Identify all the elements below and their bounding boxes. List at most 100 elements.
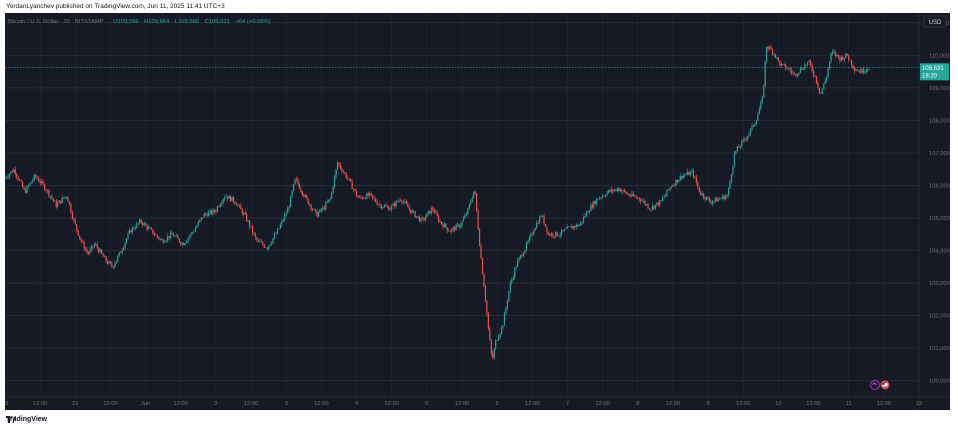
candle-body — [776, 57, 778, 58]
candle-body — [539, 216, 541, 224]
candle-body — [773, 53, 775, 55]
candle-body — [149, 227, 151, 229]
candle-body — [294, 178, 296, 185]
candle-body — [514, 268, 516, 278]
candle-body — [385, 205, 387, 207]
candle-body — [426, 213, 428, 218]
x-tick-label: 8 — [636, 401, 639, 407]
candle-body — [268, 245, 270, 250]
candle-body — [577, 224, 579, 227]
candle-body — [615, 189, 617, 191]
candle-body — [840, 56, 842, 61]
event-icons[interactable] — [869, 379, 890, 391]
candle-body — [697, 182, 699, 187]
candle-body — [603, 195, 605, 197]
candle-body — [751, 125, 753, 129]
candle-body — [161, 239, 163, 240]
candle-body — [399, 200, 402, 202]
candle-body — [98, 247, 100, 253]
candle-body — [102, 253, 104, 257]
candle-body — [793, 72, 796, 74]
candle-body — [240, 205, 242, 210]
candle-body — [398, 200, 400, 202]
candle-body — [851, 60, 853, 66]
candle-body — [35, 174, 37, 177]
ohlc-open: O109,566 — [113, 19, 138, 25]
candle-body — [853, 68, 856, 71]
candle-body — [402, 201, 405, 203]
candle-body — [112, 266, 114, 268]
x-tick-label: 12:00 — [103, 401, 118, 407]
candle-body — [805, 64, 807, 66]
y-tick-label: 100,000 — [929, 379, 950, 385]
candle-body — [20, 180, 22, 182]
candle-body — [301, 191, 303, 195]
candle-body — [768, 46, 771, 49]
candle-body — [360, 196, 362, 198]
candle-body — [685, 174, 687, 176]
candle-body — [855, 70, 857, 71]
x-tick-label: 12:00 — [384, 401, 399, 407]
candle-body — [162, 239, 164, 243]
candle-body — [351, 181, 353, 190]
candle-body — [717, 199, 719, 202]
candle-body — [714, 197, 717, 201]
candle-body — [136, 223, 138, 228]
candle-body — [730, 174, 733, 182]
candle-body — [30, 181, 32, 184]
candle-body — [175, 235, 177, 237]
candle-body — [571, 226, 573, 229]
candle-body — [317, 212, 320, 217]
candle-body — [71, 212, 73, 219]
candle-body — [695, 177, 697, 183]
candle-body — [464, 214, 466, 219]
candle-body — [593, 200, 595, 208]
candle-body — [344, 172, 346, 174]
candle-body — [16, 174, 18, 177]
y-tick-label: 106,000 — [929, 183, 950, 189]
candle-body — [500, 327, 503, 334]
candle-body — [109, 261, 112, 264]
candle-body — [623, 189, 626, 192]
candle-body — [519, 255, 522, 258]
candle-body — [675, 179, 677, 186]
candle-body — [599, 197, 601, 200]
candle-body — [638, 197, 640, 200]
candle-body — [62, 197, 65, 199]
currency-button[interactable]: USD — [923, 15, 947, 28]
candle-body — [812, 71, 815, 76]
candle-body — [54, 200, 56, 202]
candle-body — [249, 220, 251, 227]
candle-body — [142, 222, 144, 226]
candle-body — [575, 224, 577, 228]
y-tick-label: 109,000 — [929, 86, 950, 92]
candle-body — [70, 204, 72, 213]
candle-body — [670, 186, 673, 188]
candle-body — [376, 201, 378, 205]
candle-body — [270, 242, 273, 245]
candle-body — [477, 210, 479, 230]
candle-body — [335, 169, 337, 177]
candle-body — [493, 348, 495, 359]
candle-body — [379, 204, 381, 206]
y-tick-label: 105,000 — [929, 216, 950, 222]
candle-body — [711, 201, 714, 204]
x-tick-label: 9 — [706, 401, 709, 407]
candle-body — [667, 189, 670, 191]
candle-body — [691, 170, 693, 173]
ohlc-high: H109,664 — [144, 19, 170, 25]
currency-label: USD — [929, 20, 942, 26]
candle-body — [401, 200, 403, 203]
symbol-label: Bitcoin / U.S. Dollar · 30 · BITSTAMP — [8, 19, 104, 25]
candle-body — [284, 214, 286, 220]
candlestick-chart[interactable]: 100,000 101,000 102,000 103,000 104,000 105,0… — [5, 13, 950, 410]
candle-body — [662, 198, 664, 201]
candle-body — [681, 175, 683, 179]
candle-body — [46, 190, 49, 191]
candle-body — [203, 213, 205, 218]
candle-body — [26, 186, 28, 193]
candle-body — [754, 123, 756, 126]
candle-body — [515, 266, 517, 269]
chart-area[interactable]: 100,000 101,000 102,000 103,000 104,000 105,0… — [5, 13, 950, 410]
candle-body — [864, 71, 866, 73]
